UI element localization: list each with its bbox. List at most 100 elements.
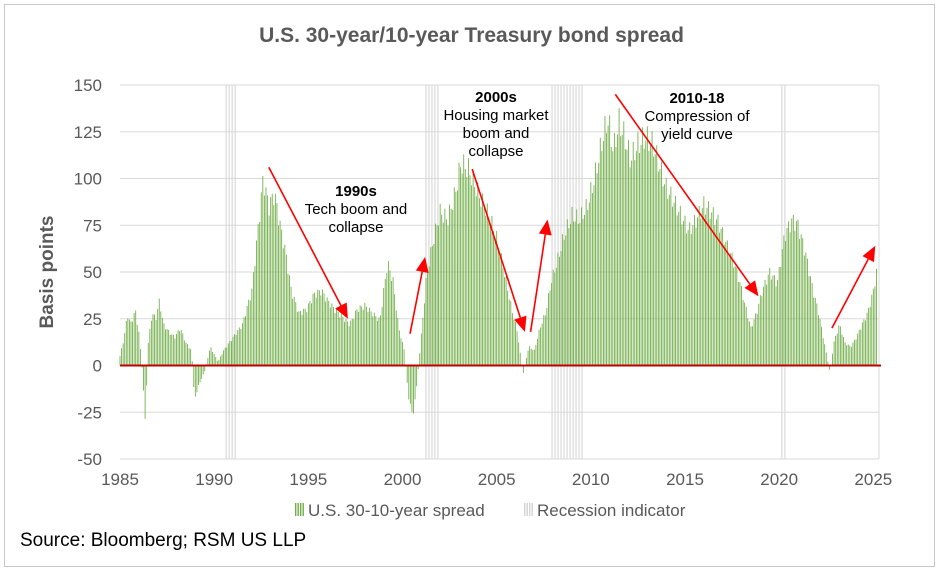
- spread-bar: [584, 214, 585, 366]
- spread-bar: [213, 354, 215, 366]
- spread-bar: [365, 306, 367, 366]
- spread-bar: [191, 361, 193, 366]
- spread-bar: [730, 253, 731, 366]
- spread-bar: [185, 342, 187, 366]
- spread-bar: [210, 347, 212, 366]
- spread-bar: [130, 321, 132, 366]
- spread-bar: [715, 219, 717, 366]
- spread-bar: [511, 313, 513, 366]
- spread-bar: [455, 191, 457, 366]
- arrow-head: [862, 245, 876, 263]
- spread-bar: [141, 365, 143, 368]
- spread-bar: [796, 221, 797, 366]
- spread-bar: [216, 360, 218, 366]
- spread-bar: [389, 270, 391, 366]
- spread-bar: [500, 253, 502, 366]
- spread-bar: [574, 221, 576, 366]
- spread-bar: [617, 134, 618, 366]
- spread-bar: [785, 241, 786, 366]
- annotation-line: yield curve: [661, 126, 733, 143]
- spread-bar: [566, 219, 568, 366]
- spread-bar: [441, 214, 443, 366]
- spread-bar: [839, 326, 841, 366]
- spread-bar: [540, 327, 542, 366]
- spread-bar: [204, 365, 206, 372]
- spread-bar: [334, 312, 336, 366]
- spread-bar: [668, 194, 670, 366]
- spread-bar: [395, 310, 397, 366]
- spread-bar: [450, 208, 452, 366]
- spread-bar: [157, 308, 159, 366]
- spread-bar: [296, 311, 298, 366]
- spread-bar: [400, 338, 402, 366]
- spread-bar: [704, 214, 706, 366]
- spread-bar: [435, 223, 436, 366]
- spread-bar: [587, 209, 589, 366]
- trend-arrow: [614, 93, 759, 297]
- spread-bar: [852, 342, 854, 366]
- spread-bar: [315, 297, 317, 366]
- spread-bar: [624, 149, 626, 366]
- spread-bar: [301, 314, 303, 366]
- spread-bar: [857, 333, 859, 366]
- x-tick-label: 2020: [760, 470, 798, 489]
- spread-bar: [591, 193, 593, 366]
- spread-bar: [725, 241, 727, 366]
- spread-bar: [367, 311, 369, 366]
- spread-bar: [403, 349, 405, 366]
- legend-swatch-bar: [295, 503, 297, 516]
- y-tick-label: 150: [74, 76, 102, 95]
- spread-bar: [689, 222, 691, 366]
- spread-bar: [292, 298, 294, 366]
- spread-bar: [733, 267, 735, 366]
- spread-bar: [737, 282, 739, 366]
- spread-bar: [303, 308, 305, 366]
- spread-bar: [858, 329, 860, 366]
- spread-bar: [510, 301, 512, 366]
- spread-bar: [720, 228, 722, 366]
- spread-bar: [394, 294, 396, 366]
- spread-bar: [777, 279, 779, 366]
- spread-bar: [180, 330, 182, 366]
- spread-bar: [439, 203, 441, 366]
- spread-bar: [480, 206, 482, 366]
- spread-bar: [144, 365, 146, 419]
- spread-bar: [268, 215, 270, 366]
- spread-bar: [419, 353, 421, 366]
- spread-bar: [226, 347, 228, 366]
- spread-bar: [673, 202, 675, 366]
- spread-bar: [497, 247, 499, 366]
- spread-bar: [602, 141, 604, 366]
- spread-bar: [599, 137, 601, 366]
- spread-bar: [618, 108, 620, 366]
- spread-bar: [446, 219, 447, 366]
- spread-bar: [661, 161, 662, 366]
- spread-bar: [398, 330, 400, 366]
- spread-bar: [767, 274, 769, 366]
- spread-bar: [478, 198, 480, 366]
- spread-bar: [122, 343, 124, 366]
- spread-bar: [557, 252, 559, 366]
- spread-bar: [353, 319, 355, 366]
- spread-bar: [241, 323, 243, 366]
- spread-bar: [770, 279, 772, 366]
- spread-bar: [861, 322, 863, 366]
- spread-bar: [813, 297, 815, 366]
- spread-bar: [420, 333, 422, 366]
- spread-bar: [711, 212, 713, 366]
- spread-bar: [868, 307, 870, 366]
- arrow-shaft: [529, 234, 547, 332]
- spread-bar: [152, 314, 154, 366]
- spread-bar: [775, 286, 777, 366]
- spread-bar: [408, 365, 410, 400]
- spread-bar: [207, 358, 209, 366]
- spread-bar: [810, 276, 812, 366]
- spread-bar: [179, 331, 181, 366]
- spread-bar: [190, 349, 192, 366]
- spread-bar: [452, 209, 454, 366]
- spread-bar: [386, 272, 388, 366]
- spread-bar: [417, 365, 419, 370]
- spread-bar: [172, 334, 174, 366]
- spread-bar: [347, 321, 349, 366]
